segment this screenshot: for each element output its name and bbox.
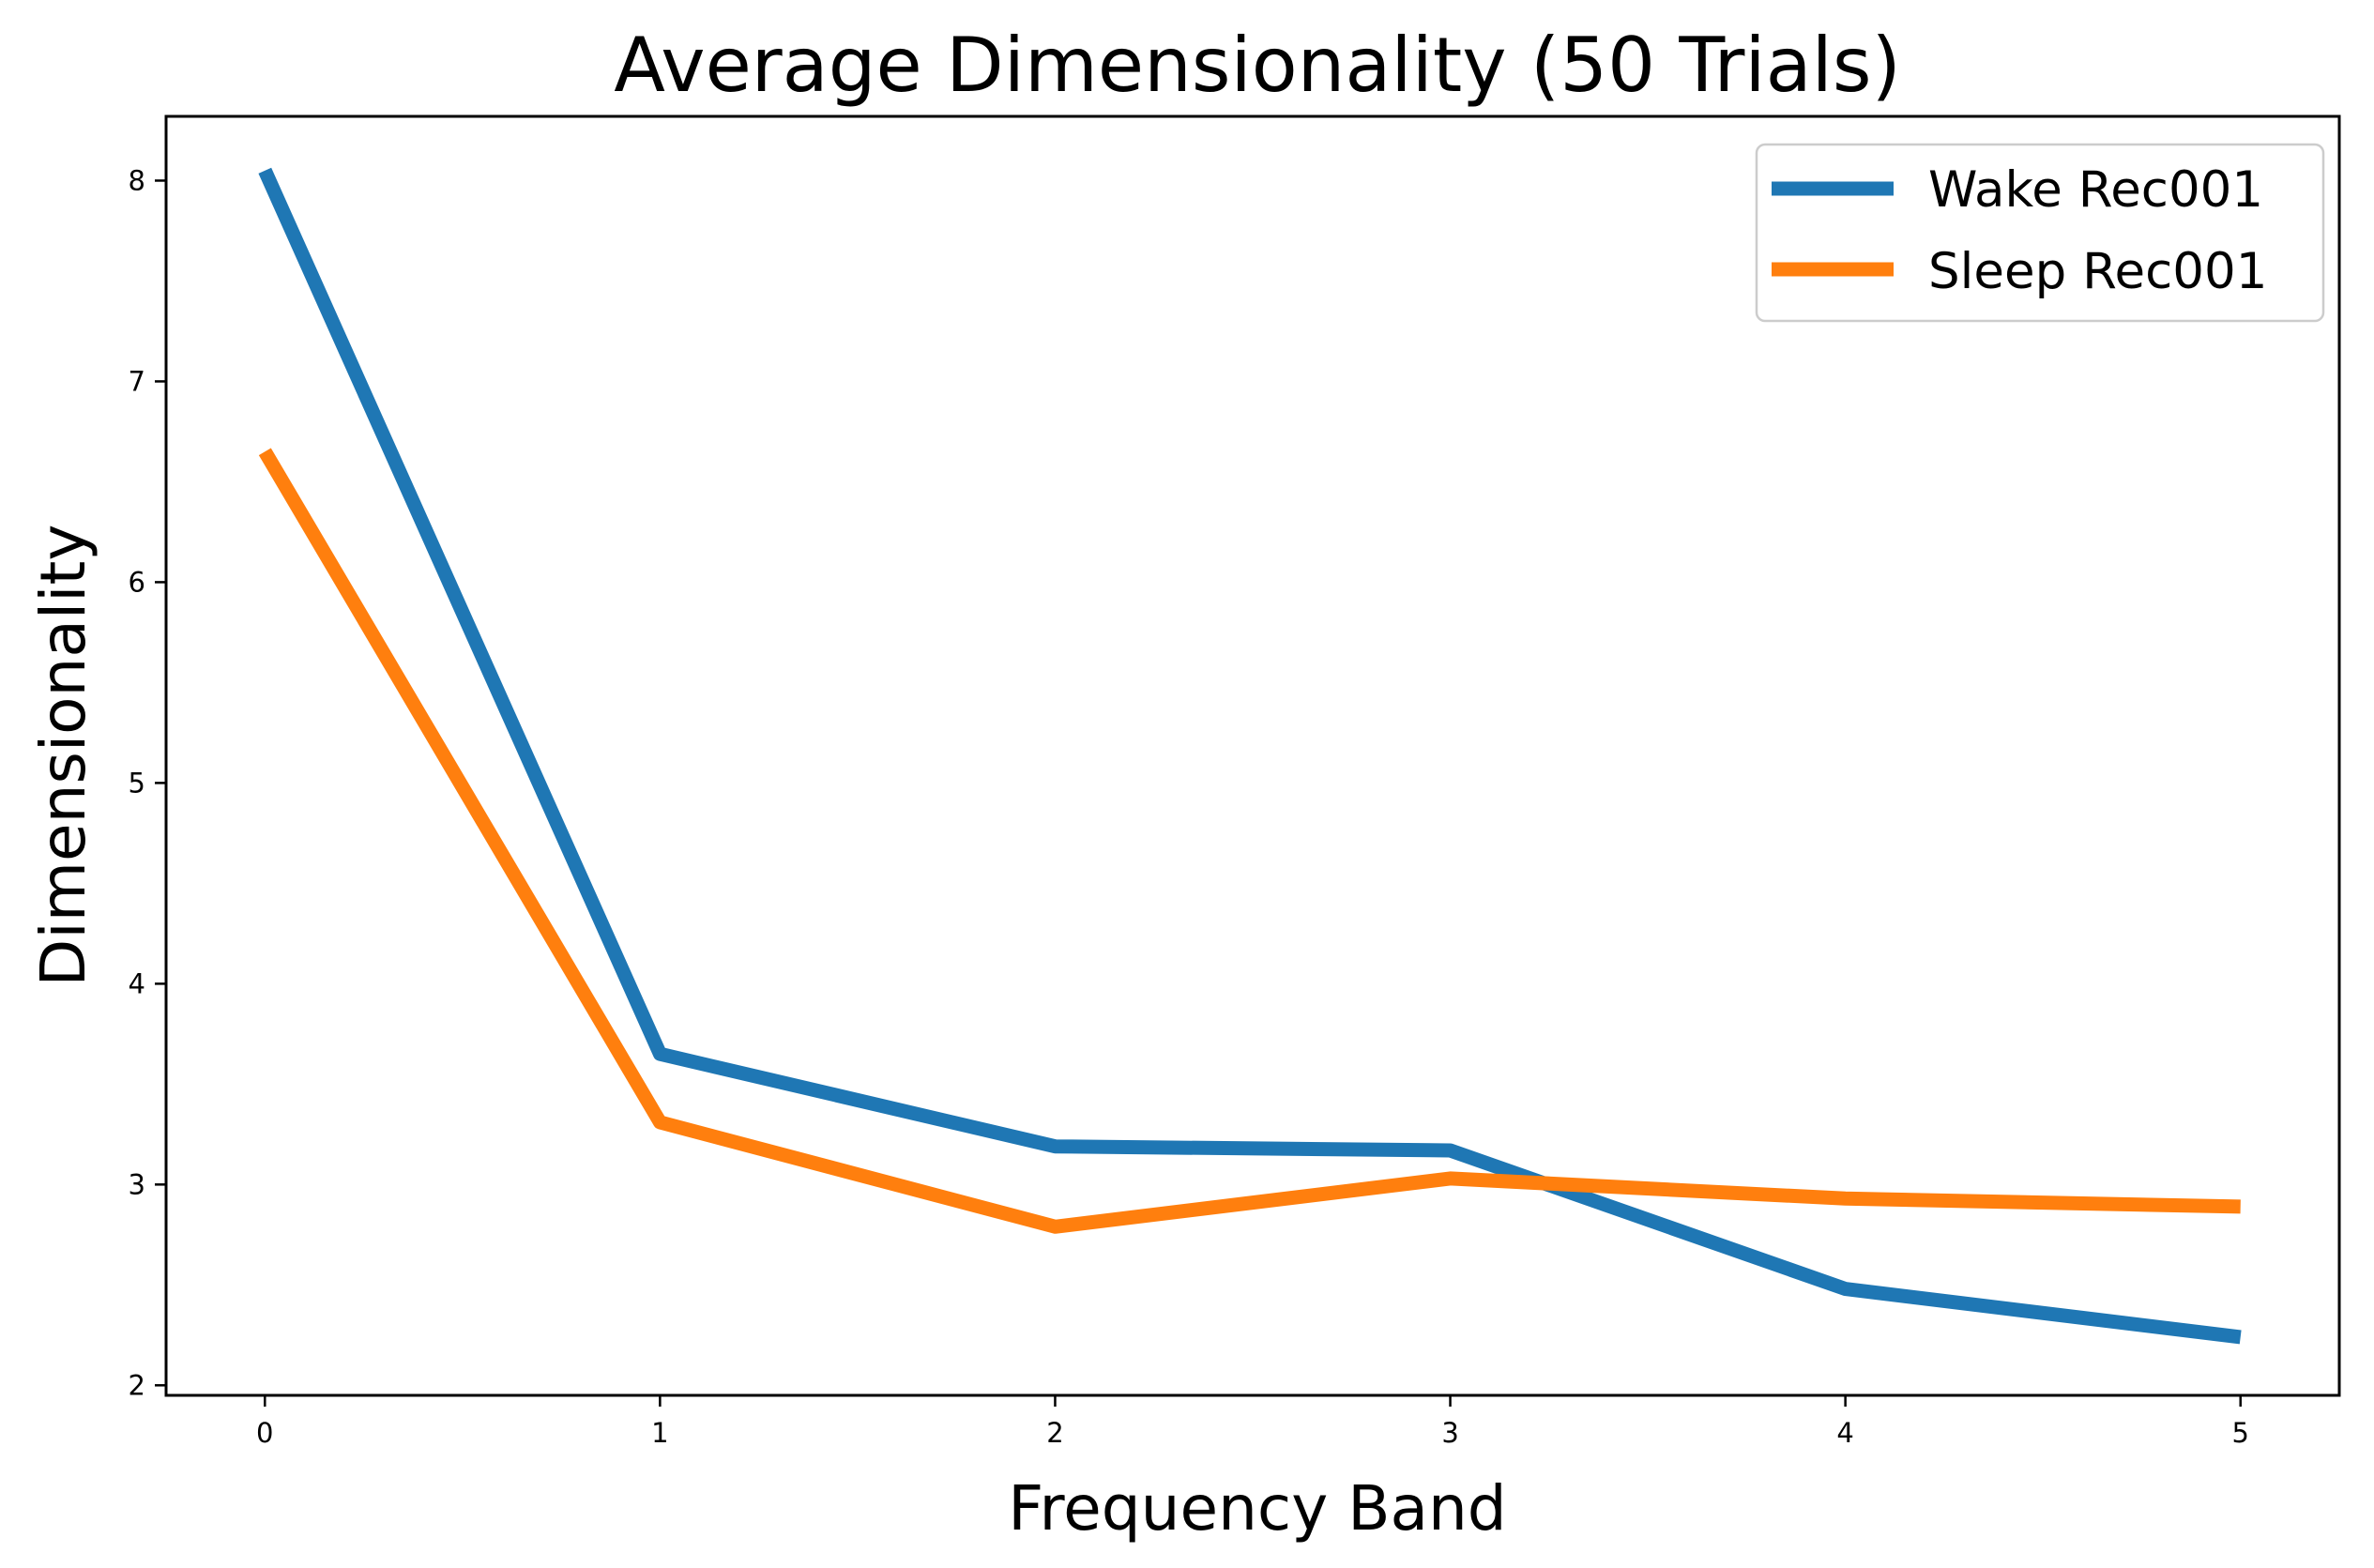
x-tick-label: 5 bbox=[2232, 1417, 2249, 1449]
legend: Wake Rec001 Sleep Rec001 bbox=[1755, 143, 2325, 323]
y-tick-label: 8 bbox=[129, 164, 145, 196]
series-line-wake-rec001 bbox=[258, 167, 2242, 1345]
x-tick-label: 4 bbox=[1836, 1417, 1853, 1449]
legend-label-sleep: Sleep Rec001 bbox=[1928, 243, 2267, 300]
x-tick-label: 3 bbox=[1441, 1417, 1458, 1449]
y-axis-label: Dimensionality bbox=[27, 525, 99, 987]
legend-frame bbox=[1755, 143, 2325, 323]
chart-title: Average Dimensionality (50 Trials) bbox=[614, 22, 1901, 109]
y-tick-label: 5 bbox=[129, 767, 145, 799]
y-tick-label: 2 bbox=[129, 1369, 145, 1401]
x-axis-label: Frequency Band bbox=[1008, 1472, 1506, 1545]
y-axis: 2 3 4 5 6 7 8 bbox=[129, 164, 166, 1401]
x-axis: 0 1 2 3 4 5 bbox=[256, 1395, 2249, 1449]
legend-label-wake: Wake Rec001 bbox=[1928, 161, 2263, 219]
y-tick-label: 4 bbox=[129, 967, 145, 999]
x-tick-label: 2 bbox=[1046, 1417, 1063, 1449]
y-tick-label: 7 bbox=[129, 365, 145, 397]
series-line-sleep-rec001 bbox=[258, 448, 2241, 1234]
y-tick-label: 3 bbox=[129, 1168, 145, 1200]
x-tick-label: 1 bbox=[651, 1417, 668, 1449]
plot-frame bbox=[164, 114, 2341, 1397]
y-tick-label: 6 bbox=[129, 566, 145, 598]
series-layer bbox=[258, 167, 2242, 1345]
x-tick-label: 0 bbox=[256, 1417, 273, 1449]
